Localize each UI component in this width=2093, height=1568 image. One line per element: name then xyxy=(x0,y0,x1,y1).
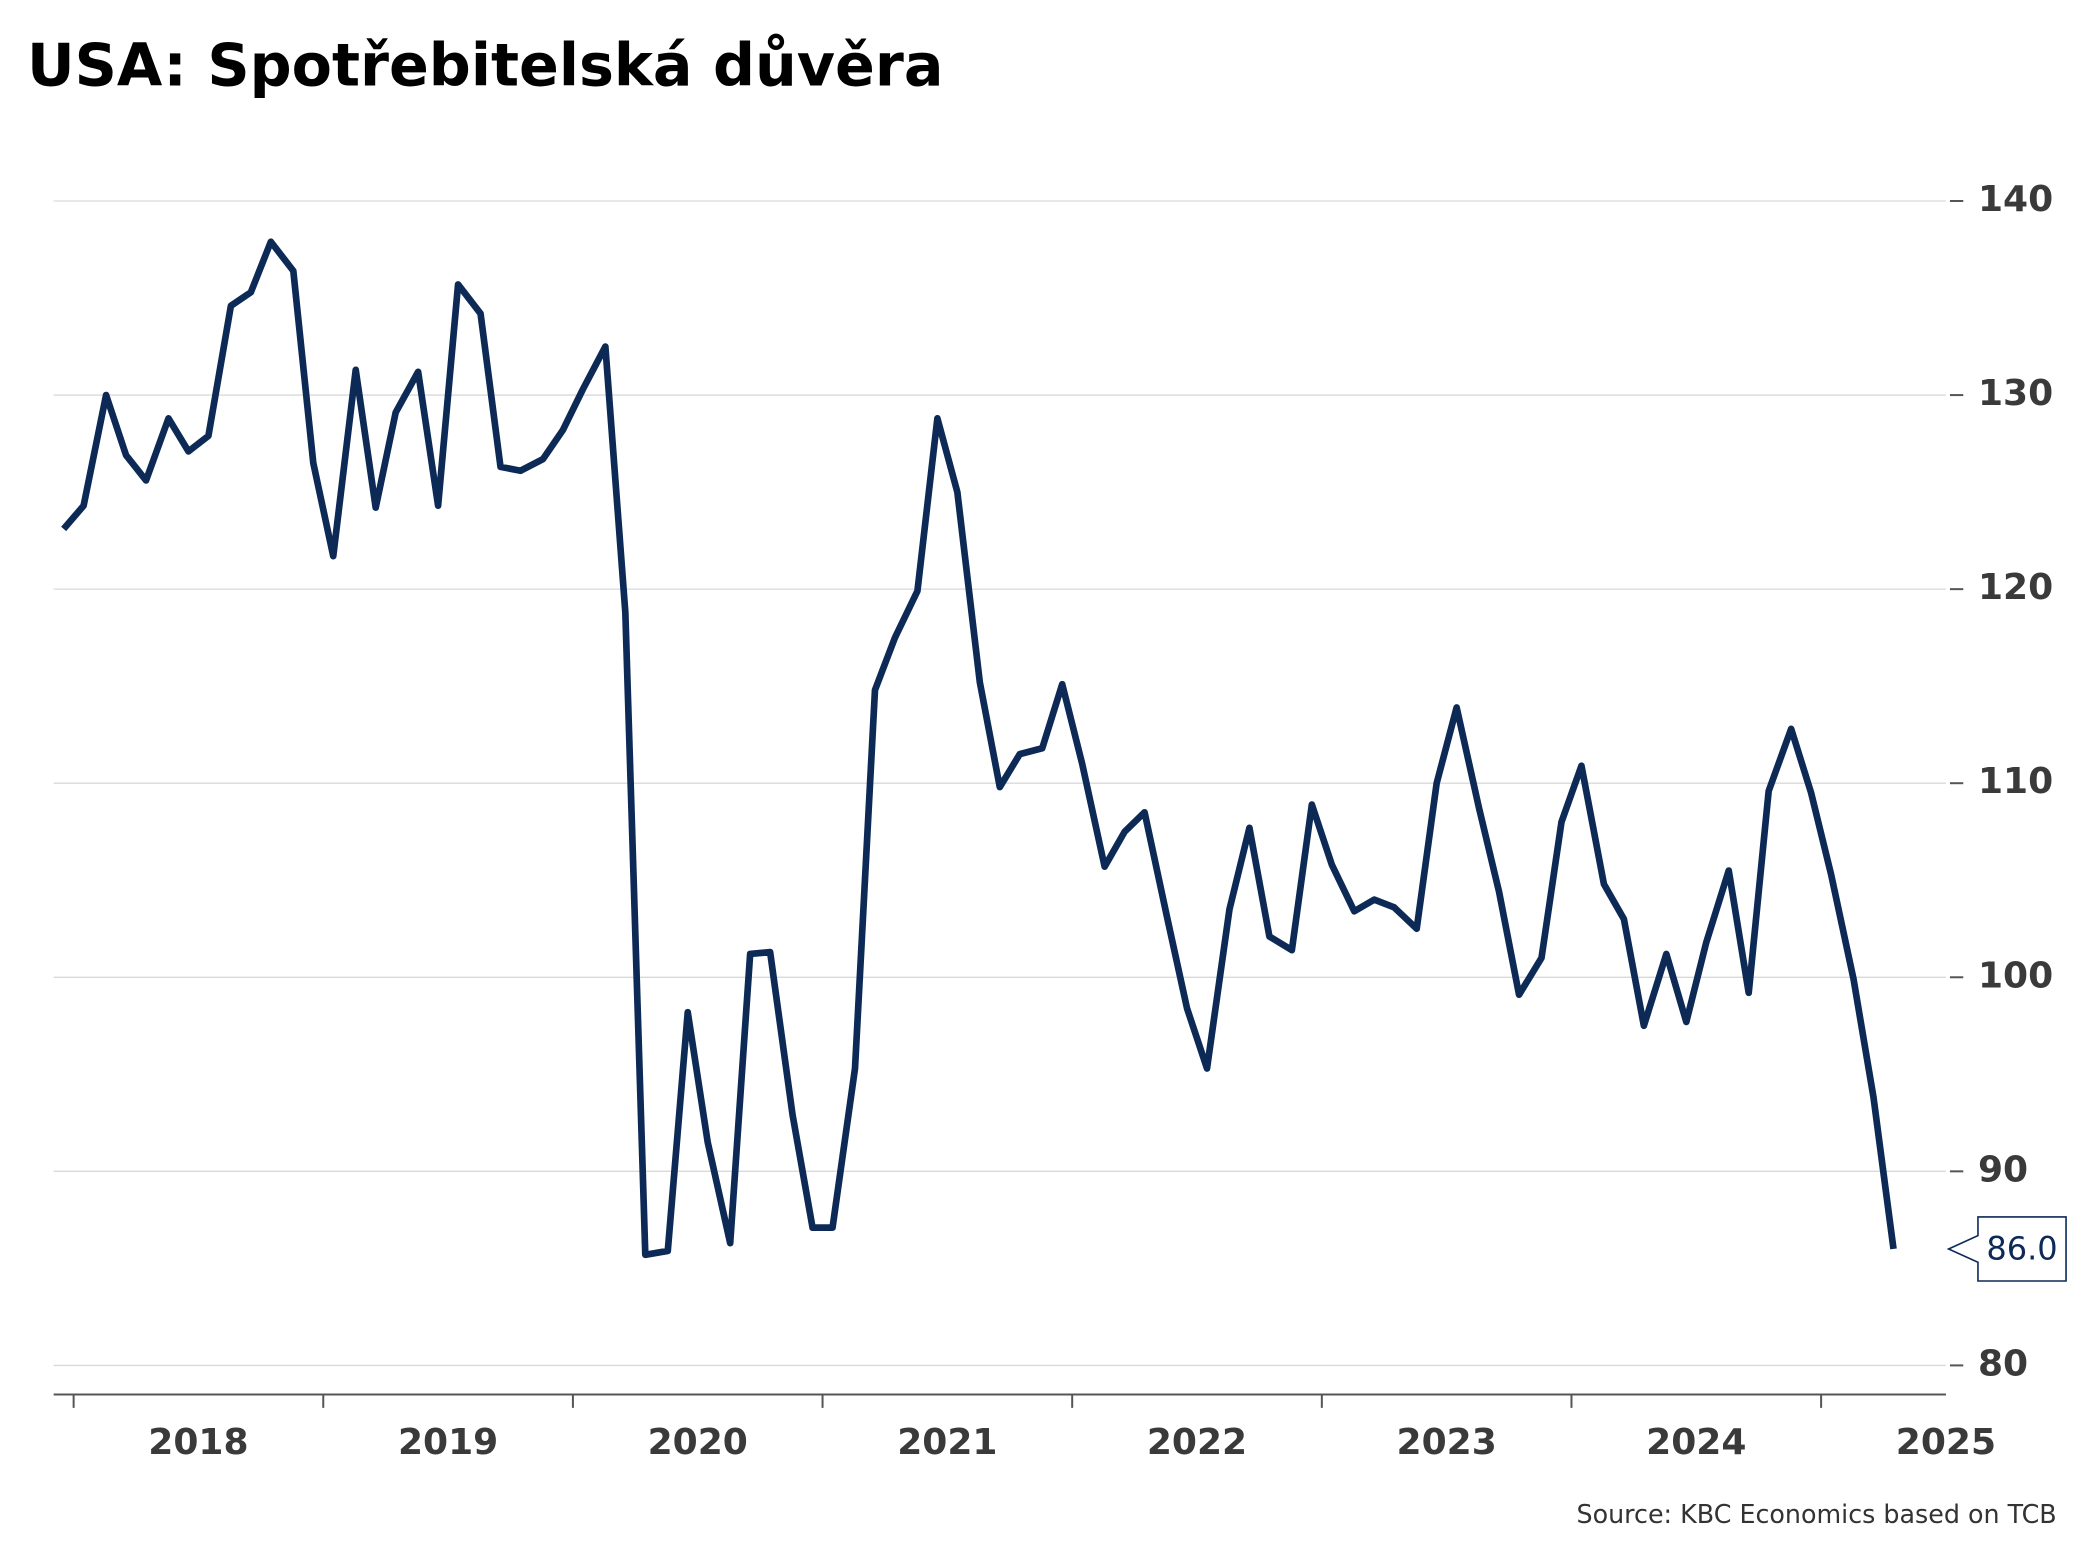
y-tick-label: 90 xyxy=(1978,1149,2028,1190)
source: Source: KBC Economics based on TCB xyxy=(1577,1499,2057,1529)
x-tick-label: 2024 xyxy=(1646,1422,1746,1463)
x-tick-label: 2025 xyxy=(1896,1422,1996,1463)
x-tick-label: 2019 xyxy=(398,1422,498,1463)
value-callout xyxy=(1946,1216,2067,1282)
x-tick-label: 2023 xyxy=(1397,1422,1497,1463)
y-tick-label: 130 xyxy=(1978,373,2053,414)
x-tick-label: 2021 xyxy=(897,1422,997,1463)
y-tick-label: 80 xyxy=(1978,1343,2028,1384)
x-tick-label: 2022 xyxy=(1147,1422,1247,1463)
x-tick-label: 2020 xyxy=(648,1422,748,1463)
y-tick-label: 110 xyxy=(1978,761,2053,802)
value-label: 86.0 xyxy=(1986,1229,2057,1267)
y-tick-label: 100 xyxy=(1978,955,2053,996)
y-tick-label: 140 xyxy=(1978,179,2053,220)
chart-title: USA: Spotřebitelská důvěra xyxy=(27,32,943,100)
series-line xyxy=(61,238,1897,1259)
y-tick-label: 120 xyxy=(1978,567,2053,608)
x-tick-label: 2018 xyxy=(148,1422,248,1463)
